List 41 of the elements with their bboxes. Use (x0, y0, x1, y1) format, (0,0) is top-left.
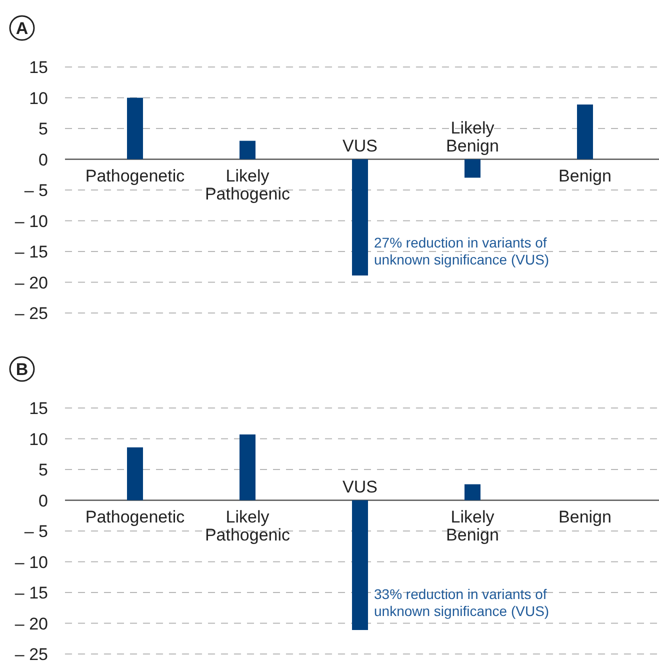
y-tick-label: – 25 (14, 645, 48, 662)
x-tick-label: Likely Pathogenic (204, 166, 291, 204)
bar (240, 434, 256, 500)
bar (127, 447, 143, 500)
y-tick-label: – 10 (14, 552, 48, 572)
bar (464, 159, 480, 178)
bar (577, 104, 593, 160)
y-tick-label: – 20 (14, 273, 48, 292)
bar (352, 500, 368, 630)
x-tick-label: Likely Benign (446, 118, 499, 156)
chart-title: A (16, 19, 28, 38)
y-tick-label: – 15 (14, 584, 48, 602)
y-tick-label: 15 (29, 58, 48, 77)
x-tick-label: VUS (342, 477, 378, 496)
y-tick-label: 0 (38, 491, 48, 510)
annotation: 27% reduction in variants of unknown significance (VUS) (374, 234, 550, 268)
y-tick-label: 10 (29, 430, 48, 449)
x-tick-label: Benign (558, 507, 612, 526)
y-tick-label: – 10 (14, 212, 48, 231)
y-tick-label: – 5 (24, 522, 48, 541)
x-tick-label: Likely Benign (446, 507, 499, 544)
bar (127, 98, 143, 160)
y-tick-label: 5 (38, 460, 48, 480)
bar (240, 140, 256, 160)
y-tick-label: 5 (38, 120, 48, 138)
x-tick-label: Benign (558, 166, 612, 186)
annotation: 33% reduction in variants of unknown significance (VUS) (374, 586, 550, 619)
bar (352, 159, 368, 276)
y-tick-label: 15 (29, 399, 48, 418)
x-tick-label: Pathogenetic (85, 166, 186, 186)
y-tick-label: – 25 (14, 304, 48, 323)
y-tick-label: – 15 (14, 242, 48, 262)
x-tick-label: Likely Pathogenic (204, 507, 291, 544)
y-tick-label: 0 (38, 150, 48, 170)
y-tick-label: 10 (29, 88, 48, 108)
x-tick-label: VUS (342, 136, 378, 156)
bar (464, 484, 480, 500)
y-tick-label: – 5 (24, 181, 48, 200)
y-tick-label: – 20 (14, 614, 48, 634)
x-tick-label: Pathogenetic (85, 507, 186, 526)
chart-title: B (16, 360, 28, 379)
